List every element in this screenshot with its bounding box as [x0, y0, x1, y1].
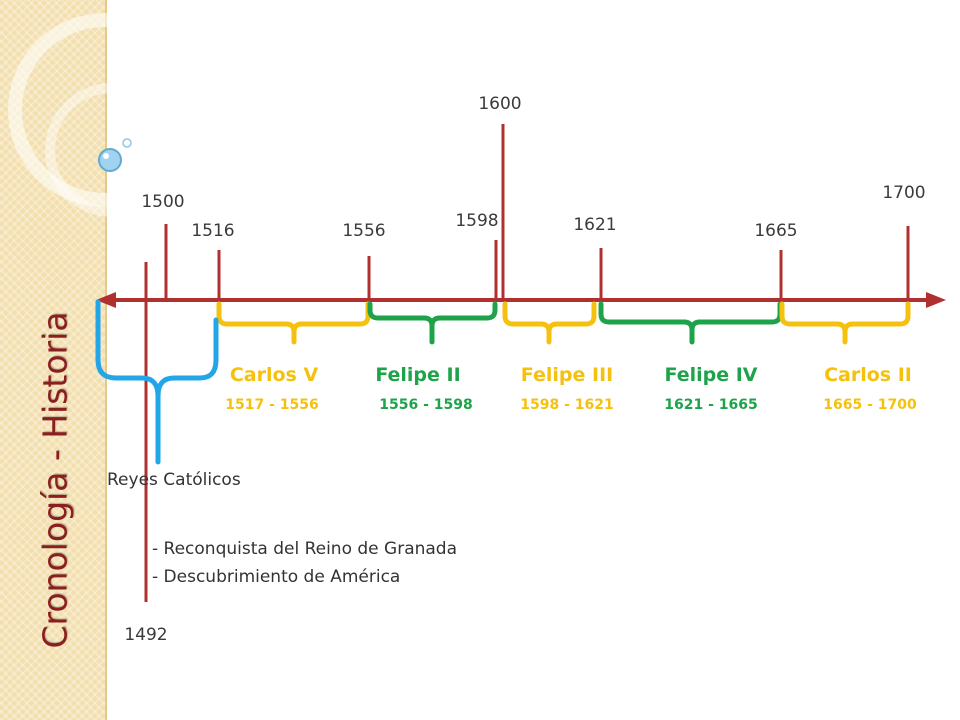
brace-felipe-iv — [598, 301, 783, 345]
year-label-1500: 1500 — [141, 192, 184, 212]
event-descubrimiento: - Descubrimiento de América — [152, 567, 400, 587]
reign-range-carlos-ii: 1665 - 1700 — [823, 397, 917, 413]
reyes-catolicos-label: Reyes Católicos — [107, 470, 241, 490]
small-bubble-icon — [122, 138, 132, 148]
reign-name-felipe-ii: Felipe II — [375, 364, 460, 386]
reign-name-felipe-iv: Felipe IV — [665, 364, 758, 386]
brace-felipe-iii — [502, 301, 597, 345]
year-label-1516: 1516 — [191, 221, 234, 241]
year-label-1665: 1665 — [754, 221, 797, 241]
small-ring-icon — [45, 83, 140, 217]
large-ring-icon — [8, 13, 140, 207]
year-label-1600: 1600 — [478, 94, 521, 114]
reign-range-felipe-iii: 1598 - 1621 — [520, 397, 614, 413]
reign-name-carlos-v: Carlos V — [230, 364, 319, 386]
reign-range-carlos-v: 1517 - 1556 — [225, 397, 319, 413]
year-label-1700: 1700 — [882, 183, 925, 203]
reign-range-felipe-iv: 1621 - 1665 — [664, 397, 758, 413]
event-reconquista: - Reconquista del Reino de Granada — [152, 539, 457, 559]
reign-range-felipe-ii: 1556 - 1598 — [379, 397, 473, 413]
arrow-left-icon — [96, 292, 116, 308]
brace-carlos-v — [216, 301, 371, 345]
reign-name-felipe-iii: Felipe III — [521, 364, 613, 386]
year-label-1621: 1621 — [573, 215, 616, 235]
reign-name-carlos-ii: Carlos II — [824, 364, 912, 386]
timeline-axis — [96, 292, 946, 308]
year-label-1598: 1598 — [455, 211, 498, 231]
bubble-highlight-icon — [103, 153, 109, 159]
arrow-right-icon — [926, 292, 946, 308]
brace-felipe-ii — [367, 301, 498, 345]
brace-reyes-catolicos — [95, 299, 219, 465]
year-label-1492: 1492 — [124, 625, 167, 645]
brace-carlos-ii — [779, 301, 911, 345]
year-label-1556: 1556 — [342, 221, 385, 241]
decorative-rings — [8, 13, 140, 217]
